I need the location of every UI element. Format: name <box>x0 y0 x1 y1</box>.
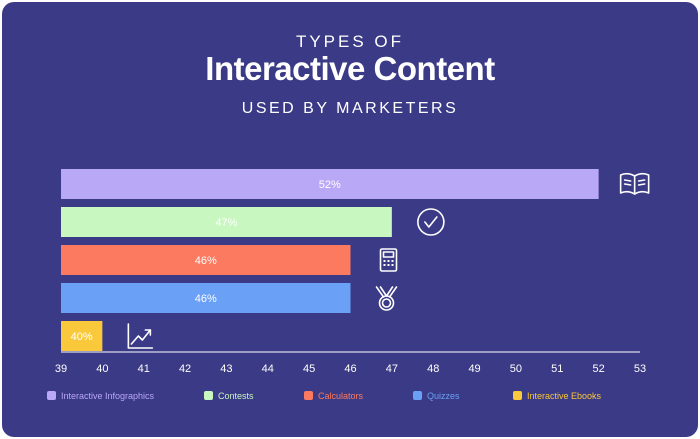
bar-interactive-ebooks <box>61 321 103 351</box>
bar-value-label: 40% <box>71 331 93 343</box>
legend-swatch <box>513 391 522 400</box>
legend-label: Contests <box>218 391 254 401</box>
legend-label: Interactive Ebooks <box>527 391 602 401</box>
x-tick-label: 45 <box>303 363 315 375</box>
legend-swatch <box>204 391 213 400</box>
legend-label: Interactive Infographics <box>61 391 155 401</box>
calculator-icon <box>379 248 398 272</box>
x-tick-label: 47 <box>386 363 398 375</box>
bar-value-label: 52% <box>319 179 341 191</box>
bar-value-label: 46% <box>195 255 217 267</box>
legend-swatch <box>413 391 422 400</box>
bar-value-label: 47% <box>215 217 237 229</box>
x-tick-label: 50 <box>510 363 522 375</box>
bar-interactive-infographics <box>61 169 599 199</box>
x-tick-label: 44 <box>262 363 274 375</box>
x-tick-label: 39 <box>55 363 67 375</box>
x-tick-label: 49 <box>468 363 480 375</box>
x-tick-label: 48 <box>427 363 439 375</box>
legend-swatch <box>47 391 56 400</box>
title-line-3: USED BY MARKETERS <box>241 100 459 117</box>
x-tick-label: 42 <box>179 363 191 375</box>
medal-icon <box>375 286 398 311</box>
bar-quizzes <box>61 283 351 313</box>
x-tick-label: 52 <box>593 363 605 375</box>
bar-calculators <box>61 245 351 275</box>
x-tick-label: 41 <box>138 363 150 375</box>
checkmark-circle-icon <box>417 208 445 236</box>
x-tick-label: 43 <box>220 363 232 375</box>
legend-label: Quizzes <box>427 391 460 401</box>
trending-up-icon <box>127 323 154 349</box>
legend-swatch <box>304 391 313 400</box>
title-line-1: TYPES OF <box>295 32 405 51</box>
x-tick-label: 40 <box>96 363 108 375</box>
legend-label: Calculators <box>318 391 364 401</box>
bar-contests <box>61 207 392 237</box>
x-tick-label: 46 <box>344 363 356 375</box>
x-tick-label: 53 <box>634 363 646 375</box>
bar-value-label: 46% <box>195 293 217 305</box>
x-tick-label: 51 <box>551 363 563 375</box>
book-icon <box>619 172 650 195</box>
chart-title: Interactive Content <box>205 50 495 87</box>
